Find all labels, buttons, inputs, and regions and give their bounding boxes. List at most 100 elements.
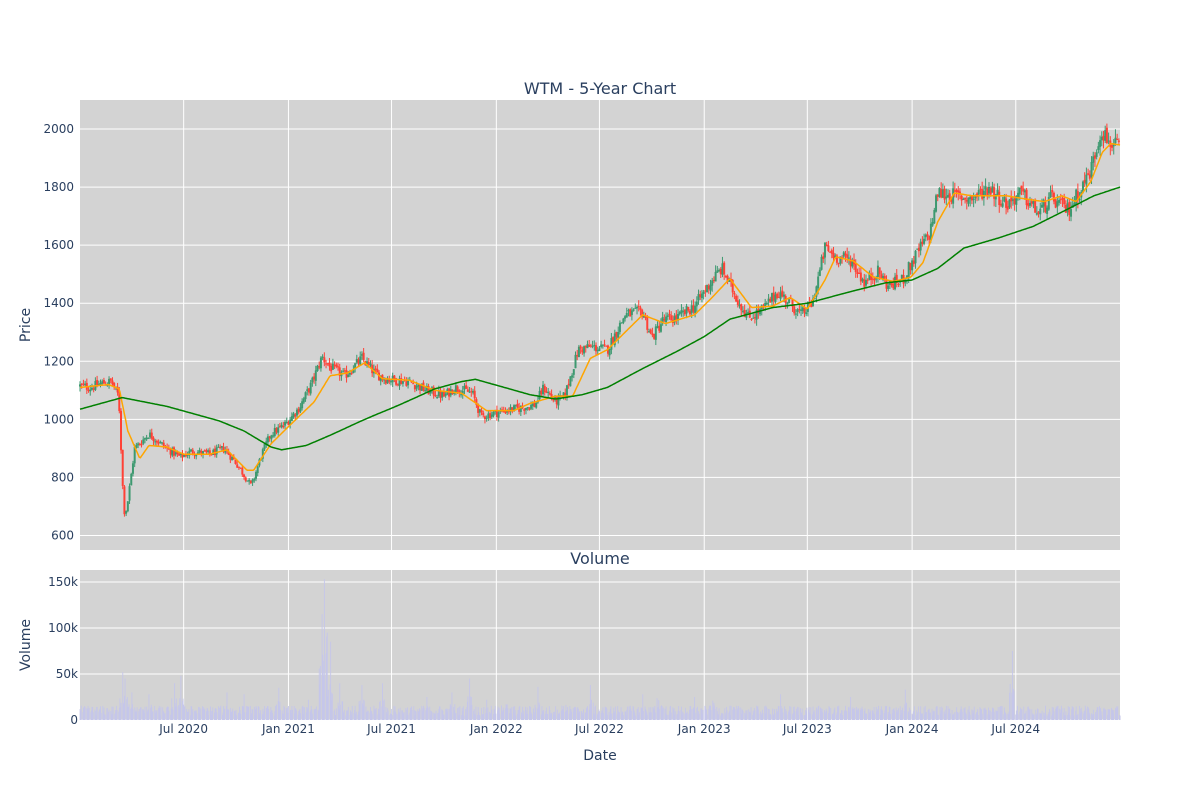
volume-bar xyxy=(298,711,300,720)
volume-bar xyxy=(542,711,544,720)
candle-body xyxy=(830,250,833,254)
volume-bar xyxy=(211,711,213,720)
volume-bar xyxy=(673,708,675,720)
volume-bar xyxy=(713,702,715,720)
volume-bar xyxy=(423,705,424,720)
volume-bar xyxy=(1027,706,1029,720)
candle-body xyxy=(741,310,744,312)
volume-bar xyxy=(871,710,873,720)
candle-body xyxy=(237,466,240,468)
volume-bar xyxy=(90,712,92,720)
candle-body xyxy=(880,274,883,280)
candle-body xyxy=(666,315,669,317)
volume-bar xyxy=(654,712,656,720)
candle-body xyxy=(352,370,355,374)
candle-body xyxy=(721,263,724,275)
candle-body xyxy=(261,449,264,459)
volume-bar xyxy=(255,706,257,720)
candle-body xyxy=(914,250,917,264)
volume-bar xyxy=(537,686,539,720)
volume-bar xyxy=(1024,713,1026,720)
volume-bar xyxy=(677,710,679,720)
volume-bar xyxy=(984,707,986,720)
volume-bar xyxy=(427,707,429,720)
candle-body xyxy=(964,197,967,200)
volume-bar xyxy=(728,711,730,720)
volume-bar xyxy=(597,714,599,720)
volume-bar xyxy=(417,709,419,720)
volume-bar xyxy=(158,705,160,720)
volume-bar xyxy=(453,710,455,720)
volume-bar xyxy=(944,713,946,720)
volume-bar xyxy=(1084,705,1086,720)
candle-body xyxy=(254,472,257,479)
candle-body xyxy=(506,411,509,413)
candle-body xyxy=(926,234,929,237)
volume-bar xyxy=(1103,708,1104,720)
volume-bar xyxy=(266,706,268,720)
volume-bar xyxy=(283,705,285,720)
candle-body xyxy=(220,446,223,448)
candle-body xyxy=(354,363,357,370)
volume-bar xyxy=(445,708,447,720)
volume-bar xyxy=(657,706,659,720)
candle-body xyxy=(183,454,186,457)
volume-bar xyxy=(1076,715,1078,720)
candle-body xyxy=(401,381,404,384)
volume-bar xyxy=(665,712,666,720)
volume-bar xyxy=(198,706,199,720)
volume-bar xyxy=(598,709,600,720)
candle-body xyxy=(337,366,340,368)
candle-body xyxy=(935,195,938,212)
volume-bar xyxy=(1091,713,1093,720)
candle-body xyxy=(593,344,596,346)
volume-bar xyxy=(802,715,804,720)
volume-bar xyxy=(411,710,413,720)
volume-bar xyxy=(202,706,203,720)
volume-bar xyxy=(874,714,876,720)
volume-bar xyxy=(629,705,631,720)
volume-bar xyxy=(349,715,351,720)
volume-bar xyxy=(725,712,727,720)
candle-body xyxy=(251,479,254,483)
candle-body xyxy=(774,294,777,303)
volume-bar xyxy=(463,715,465,720)
volume-bar xyxy=(166,707,168,720)
volume-bar xyxy=(294,708,296,720)
volume-bar xyxy=(1044,705,1046,720)
candle-body xyxy=(933,209,936,224)
volume-bar xyxy=(156,710,158,720)
volume-bar xyxy=(114,710,116,720)
candle-body xyxy=(803,307,806,313)
volume-bar xyxy=(1013,690,1015,720)
volume-bar xyxy=(556,709,558,720)
candle-body xyxy=(208,450,211,454)
volume-bar xyxy=(764,713,766,720)
volume-bar xyxy=(315,706,317,720)
candle-body xyxy=(97,384,100,386)
volume-bar xyxy=(1075,710,1077,720)
volume-bar xyxy=(853,708,854,720)
volume-bar xyxy=(844,710,846,720)
candle-body xyxy=(791,299,794,307)
volume-bar xyxy=(387,710,389,720)
volume-bar xyxy=(969,714,971,720)
volume-bar xyxy=(409,712,411,720)
candle-body xyxy=(1018,187,1021,195)
volume-bar xyxy=(171,707,173,720)
volume-bar xyxy=(578,712,580,720)
volume-bar xyxy=(421,708,423,720)
volume-bar xyxy=(405,708,407,720)
volume-bar xyxy=(531,714,533,720)
volume-bar xyxy=(646,712,648,720)
candle-body xyxy=(266,436,269,443)
price-tick-label: 1800 xyxy=(43,180,74,194)
volume-bar xyxy=(583,709,584,720)
volume-bar xyxy=(1015,710,1017,720)
volume-bar xyxy=(789,713,791,720)
volume-bar xyxy=(866,713,868,720)
volume-bar xyxy=(455,713,457,720)
volume-bar xyxy=(734,707,735,720)
volume-bar xyxy=(311,709,313,720)
volume-bar xyxy=(399,707,401,720)
